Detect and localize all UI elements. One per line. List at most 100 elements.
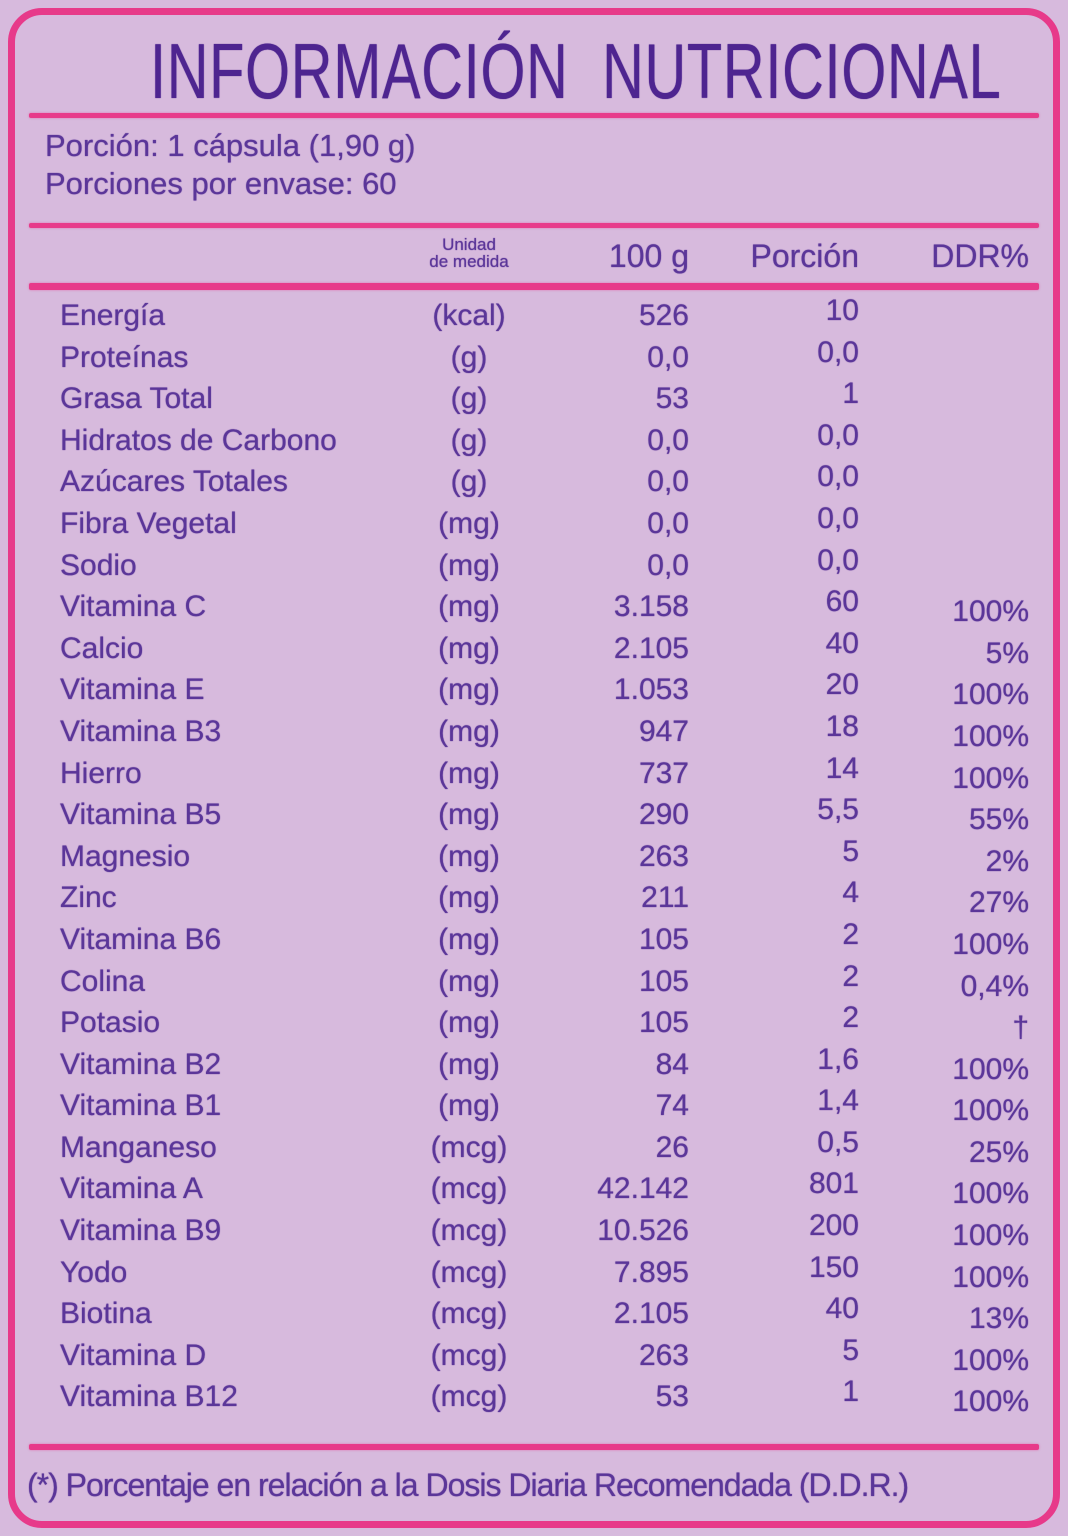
row-ddr-value: 27% bbox=[968, 886, 1029, 920]
row-per-100g-value: 42.142 bbox=[597, 1172, 689, 1206]
row-portion-value: 0,5 bbox=[817, 1125, 859, 1159]
row-nutrient-name: Biotina bbox=[60, 1297, 152, 1331]
row-per-100g-value: 1.053 bbox=[613, 673, 689, 707]
row-nutrient-name: Vitamina B9 bbox=[60, 1214, 222, 1248]
row-unit: (mcg) bbox=[430, 1214, 508, 1248]
row-per-100g-value: 7.895 bbox=[613, 1255, 689, 1289]
header-unit-line1: Unidad bbox=[442, 235, 496, 254]
table-row: Manganeso (mcg) 26 0,5 25% bbox=[15, 1126, 1053, 1169]
row-nutrient-name: Vitamina D bbox=[60, 1338, 207, 1372]
row-ddr-value bbox=[859, 425, 1029, 467]
table-row: Hierro (mg) 737 14 100% bbox=[15, 752, 1053, 795]
row-ddr-value: 0,4% bbox=[960, 969, 1029, 1003]
row-portion-value: 0,0 bbox=[817, 335, 859, 369]
table-row: Vitamina B1 (mg) 74 1,4 100% bbox=[15, 1084, 1053, 1127]
row-ddr-value: 2% bbox=[985, 844, 1029, 878]
row-unit: (mg) bbox=[438, 1006, 500, 1040]
row-nutrient-name: Hierro bbox=[60, 756, 142, 790]
row-portion-value: 0,0 bbox=[817, 418, 859, 452]
row-unit: (mg) bbox=[438, 881, 500, 915]
row-portion-value: 1,4 bbox=[817, 1084, 859, 1118]
row-unit: (mg) bbox=[438, 798, 500, 832]
header-per-100g: 100 g bbox=[608, 238, 689, 274]
row-ddr-value: 100% bbox=[952, 1177, 1029, 1211]
label-title: INFORMACIÓN NUTRICIONAL bbox=[149, 27, 1002, 115]
table-row: Hidratos de Carbono (g) 0,0 0,0 bbox=[15, 419, 1053, 462]
row-nutrient-name: Vitamina B1 bbox=[60, 1089, 222, 1123]
table-row: Vitamina B12 (mcg) 53 1 100% bbox=[15, 1375, 1053, 1418]
table-row: Vitamina B3 (mg) 947 18 100% bbox=[15, 710, 1053, 753]
table-row: Vitamina A (mcg) 42.142 801 100% bbox=[15, 1167, 1053, 1210]
row-per-100g-value: 211 bbox=[641, 881, 689, 915]
row-per-100g-value: 2.105 bbox=[613, 1297, 689, 1331]
row-per-100g-value: 2.105 bbox=[613, 631, 689, 665]
row-portion-value: 1 bbox=[842, 377, 859, 411]
row-portion-value: 150 bbox=[808, 1250, 859, 1284]
row-per-100g-value: 26 bbox=[655, 1130, 689, 1164]
table-row: Energía (kcal) 526 10 bbox=[15, 294, 1053, 337]
row-per-100g-value: 74 bbox=[655, 1089, 689, 1123]
row-nutrient-name: Vitamina B2 bbox=[60, 1047, 222, 1081]
row-ddr-value: 100% bbox=[952, 678, 1029, 712]
row-unit: (g) bbox=[450, 423, 488, 457]
row-unit: (g) bbox=[450, 340, 488, 374]
row-ddr-value: 100% bbox=[952, 595, 1029, 629]
row-unit: (mcg) bbox=[430, 1172, 508, 1206]
row-portion-value: 0,0 bbox=[817, 543, 859, 577]
row-nutrient-name: Vitamina A bbox=[60, 1172, 203, 1206]
row-unit: (mcg) bbox=[430, 1338, 508, 1372]
row-portion-value: 200 bbox=[808, 1209, 859, 1243]
row-nutrient-name: Manganeso bbox=[60, 1130, 217, 1164]
row-portion-value: 60 bbox=[825, 585, 859, 619]
table-rows: Energía (kcal) 526 10 Proteínas (g) 0,0 0,0 Gras… bbox=[15, 290, 1053, 1418]
row-unit: (mg) bbox=[438, 1047, 500, 1081]
row-nutrient-name: Colina bbox=[60, 964, 146, 998]
row-portion-value: 1 bbox=[842, 1375, 859, 1409]
header-ddr-percent: DDR% bbox=[931, 238, 1029, 274]
table-row: Vitamina B5 (mg) 290 5,5 55% bbox=[15, 793, 1053, 836]
table-row: Vitamina B2 (mg) 84 1,6 100% bbox=[15, 1043, 1053, 1086]
divider-below-header bbox=[29, 283, 1039, 290]
footnote-text: (*) Porcentaje en relación a la Dosis Di… bbox=[27, 1467, 909, 1504]
row-ddr-value: 100% bbox=[952, 927, 1029, 961]
row-ddr-value: 13% bbox=[968, 1302, 1029, 1336]
row-ddr-value: 100% bbox=[952, 1094, 1029, 1128]
table-row: Colina (mg) 105 2 0,4% bbox=[15, 960, 1053, 1003]
row-unit: (mg) bbox=[438, 1089, 500, 1123]
divider-above-header bbox=[29, 223, 1039, 228]
row-portion-value: 2 bbox=[842, 1001, 859, 1035]
row-per-100g-value: 0,0 bbox=[647, 548, 689, 582]
row-unit: (g) bbox=[450, 382, 488, 416]
table-header-row: Unidad de medida 100 g Porción DDR% bbox=[15, 228, 1053, 283]
row-per-100g-value: 737 bbox=[638, 756, 689, 790]
header-unit: Unidad de medida bbox=[399, 236, 539, 273]
row-portion-value: 14 bbox=[825, 751, 859, 785]
row-unit: (mcg) bbox=[430, 1380, 508, 1414]
table-row: Sodio (mg) 0,0 0,0 bbox=[15, 544, 1053, 587]
row-portion-value: 0,0 bbox=[817, 460, 859, 494]
row-ddr-value: 55% bbox=[968, 803, 1029, 837]
row-per-100g-value: 84 bbox=[655, 1047, 689, 1081]
row-nutrient-name: Calcio bbox=[60, 631, 144, 665]
row-ddr-value: 5% bbox=[985, 636, 1029, 670]
table-row: Magnesio (mg) 263 5 2% bbox=[15, 835, 1053, 878]
row-portion-value: 20 bbox=[825, 668, 859, 702]
table-row: Grasa Total (g) 53 1 bbox=[15, 377, 1053, 420]
serving-size-text: Porción: 1 cápsula (1,90 g) bbox=[45, 128, 416, 163]
row-per-100g-value: 290 bbox=[638, 798, 689, 832]
row-ddr-value: 100% bbox=[952, 761, 1029, 795]
row-nutrient-name: Azúcares Totales bbox=[60, 465, 288, 499]
row-unit: (mg) bbox=[438, 590, 500, 624]
table-row: Vitamina B9 (mcg) 10.526 200 100% bbox=[15, 1209, 1053, 1252]
row-nutrient-name: Grasa Total bbox=[60, 382, 213, 416]
row-nutrient-name: Vitamina B3 bbox=[60, 714, 222, 748]
row-ddr-value: 100% bbox=[952, 1219, 1029, 1253]
row-nutrient-name: Potasio bbox=[60, 1006, 161, 1040]
row-unit: (mg) bbox=[438, 714, 500, 748]
row-ddr-value bbox=[859, 300, 1029, 342]
row-unit: (mg) bbox=[438, 631, 500, 665]
table-row: Vitamina D (mcg) 263 5 100% bbox=[15, 1334, 1053, 1377]
header-portion: Porción bbox=[750, 238, 860, 274]
row-unit: (mg) bbox=[438, 506, 500, 540]
row-nutrient-name: Vitamina E bbox=[60, 673, 205, 707]
